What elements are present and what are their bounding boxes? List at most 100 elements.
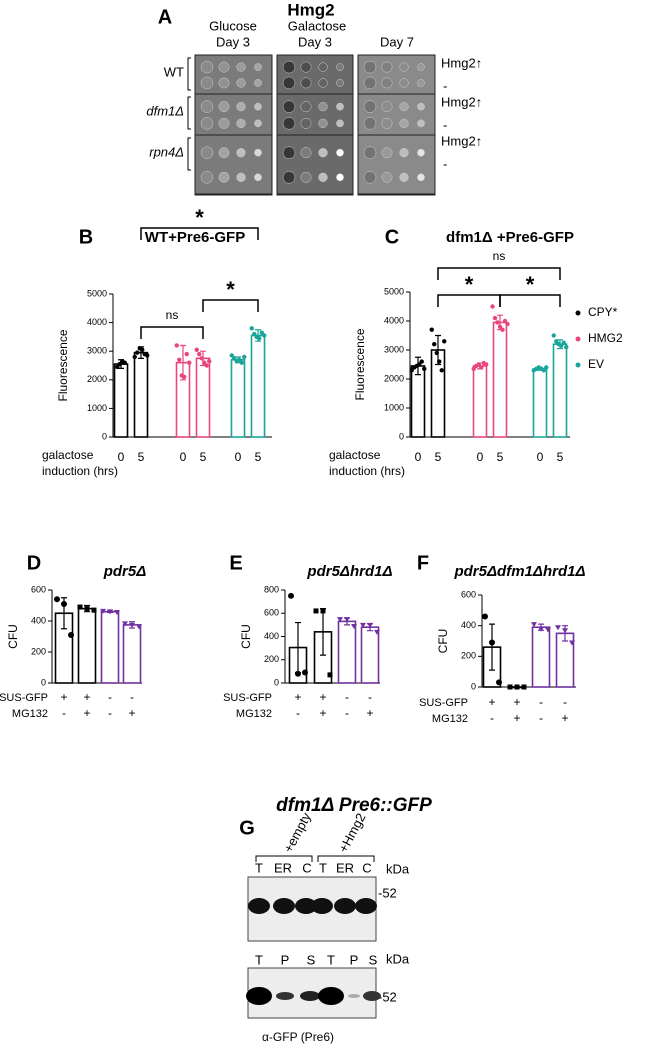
lane-label: P bbox=[281, 952, 290, 967]
data-point bbox=[507, 684, 513, 690]
data-point bbox=[117, 361, 122, 367]
lane-label: T bbox=[319, 860, 327, 875]
data-point bbox=[295, 670, 301, 677]
data-point bbox=[367, 622, 373, 628]
column-header: Day 3 bbox=[298, 34, 332, 49]
data-point bbox=[54, 596, 60, 603]
spot-assay bbox=[194, 54, 436, 196]
row-label: MG132 bbox=[432, 713, 468, 725]
spot bbox=[200, 171, 214, 184]
y-tick-label: 0 bbox=[399, 431, 404, 441]
data-point bbox=[442, 339, 447, 344]
band bbox=[318, 987, 344, 1005]
bar bbox=[133, 351, 149, 438]
data-point bbox=[132, 354, 137, 360]
data-point bbox=[476, 362, 481, 367]
y-tick-label: 0 bbox=[274, 677, 279, 687]
row-sign: - bbox=[490, 711, 494, 725]
band bbox=[334, 898, 356, 914]
spot bbox=[282, 60, 296, 74]
row-sign: - bbox=[130, 690, 134, 704]
bar bbox=[195, 357, 211, 438]
lane-label: C bbox=[362, 860, 371, 875]
bar bbox=[122, 624, 142, 684]
data-point bbox=[409, 368, 414, 373]
data-point bbox=[500, 327, 505, 332]
y-axis-label: CFU bbox=[436, 629, 450, 654]
x-tick-label: 0 bbox=[477, 450, 484, 464]
spot bbox=[381, 101, 393, 113]
legend-marker bbox=[575, 336, 581, 342]
spot bbox=[336, 79, 344, 87]
spot bbox=[200, 60, 214, 74]
bar bbox=[410, 365, 426, 438]
x-tick-label: 0 bbox=[537, 450, 544, 464]
spot bbox=[417, 102, 425, 111]
data-point bbox=[351, 624, 357, 630]
data-point bbox=[187, 360, 192, 365]
spot bbox=[200, 76, 214, 90]
data-point bbox=[91, 607, 97, 613]
y-tick-label: 3000 bbox=[87, 346, 107, 356]
y-tick-label: 0 bbox=[102, 431, 107, 441]
panel-label: A bbox=[158, 6, 172, 28]
spot bbox=[399, 78, 409, 88]
row-sign: - bbox=[108, 690, 112, 704]
spot bbox=[318, 78, 328, 88]
data-point bbox=[140, 347, 145, 352]
significance-label: ns bbox=[493, 249, 506, 263]
row-sign: + bbox=[513, 711, 520, 725]
x-tick-label: 0 bbox=[415, 450, 422, 464]
data-point bbox=[136, 624, 142, 630]
significance-bracket bbox=[437, 267, 561, 280]
data-point bbox=[344, 617, 350, 623]
panel-label: D bbox=[27, 552, 41, 574]
x-tick-label: 5 bbox=[255, 450, 262, 464]
y-axis-label: CFU bbox=[239, 624, 253, 649]
spot bbox=[300, 171, 312, 183]
row-sign: + bbox=[366, 706, 373, 720]
spot bbox=[363, 146, 377, 159]
spot bbox=[318, 148, 328, 158]
row-label: Hmg2↑ bbox=[441, 55, 482, 70]
data-point bbox=[569, 640, 575, 646]
data-point bbox=[564, 344, 569, 350]
data-point bbox=[239, 360, 244, 365]
y-tick-label: 1000 bbox=[87, 403, 107, 413]
significance-bracket bbox=[499, 294, 561, 307]
bar bbox=[552, 343, 568, 438]
row-sign: - bbox=[563, 695, 567, 709]
spot bbox=[200, 117, 214, 130]
bar bbox=[360, 626, 380, 684]
spot bbox=[282, 171, 296, 184]
column-header: Galactose bbox=[288, 18, 347, 33]
lane-label: ER bbox=[336, 860, 354, 875]
row-label: Hmg2↑ bbox=[441, 133, 482, 148]
data-point bbox=[554, 339, 559, 344]
strain-label: rpn4Δ bbox=[149, 144, 184, 159]
spot bbox=[417, 63, 425, 71]
bar-chart: dfm1Δ +Pre6-GFP010002000300040005000Fluo… bbox=[353, 229, 623, 464]
row-label: MG132 bbox=[12, 708, 48, 720]
spot bbox=[381, 117, 393, 129]
spot bbox=[363, 76, 377, 90]
spot bbox=[417, 79, 425, 87]
data-point bbox=[495, 320, 500, 325]
bar-chart: pdr5Δ 0 200 400 600 CFU SUS-GFP + + - - MG132 - + - + bbox=[0, 563, 146, 720]
data-point bbox=[262, 333, 267, 338]
y-tick-label: 1000 bbox=[384, 402, 404, 412]
spot bbox=[236, 172, 246, 182]
spot bbox=[399, 172, 409, 182]
x-tick-label: 5 bbox=[200, 450, 207, 464]
y-tick-label: 5000 bbox=[87, 288, 107, 298]
lane-label: T bbox=[255, 860, 263, 875]
data-point bbox=[337, 617, 343, 623]
y-tick-label: 800 bbox=[264, 584, 279, 594]
row-sign: - bbox=[62, 706, 66, 720]
spot bbox=[300, 147, 312, 159]
data-point bbox=[229, 353, 234, 358]
chart-title: pdr5Δ bbox=[103, 563, 147, 580]
row-sign: + bbox=[128, 706, 135, 720]
significance-label: * bbox=[526, 272, 535, 297]
